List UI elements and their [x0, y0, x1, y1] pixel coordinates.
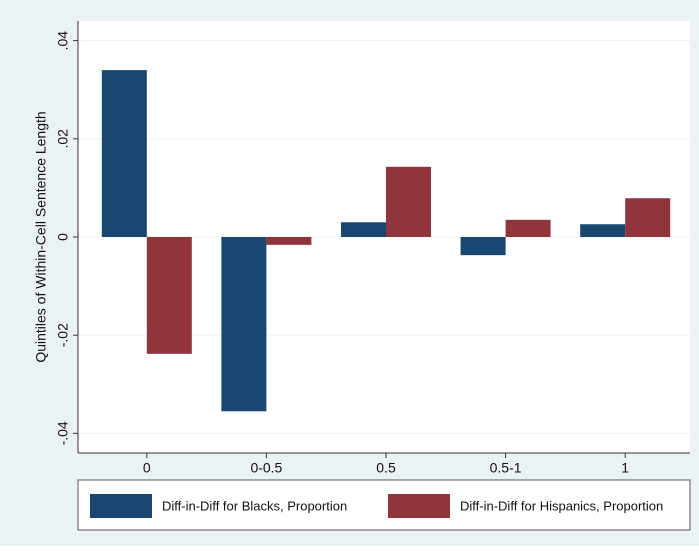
bar: [386, 166, 431, 237]
y-tick-label: -.04: [55, 421, 71, 445]
y-tick-label: .02: [55, 129, 71, 149]
legend-label: Diff-in-Diff for Blacks, Proportion: [162, 498, 347, 513]
x-tick-label: 0-0.5: [250, 460, 282, 476]
legend-swatch: [90, 494, 152, 518]
y-axis-title: Quintiles of Within-Cell Sentence Length: [33, 111, 49, 362]
legend: [77, 479, 691, 531]
bar: [460, 237, 506, 256]
legend-label: Diff-in-Diff for Hispanics, Proportion: [460, 498, 663, 513]
bar: [505, 219, 551, 237]
y-tick-label: -.02: [55, 323, 71, 347]
y-tick-label: 0: [55, 233, 71, 241]
bar: [625, 198, 671, 237]
bar: [580, 224, 626, 237]
bar: [146, 237, 192, 354]
x-tick-label: 0: [143, 460, 151, 476]
bar: [101, 70, 147, 237]
bar: [266, 237, 312, 245]
y-tick-label: .04: [55, 31, 71, 51]
x-tick-label: 0.5: [376, 460, 396, 476]
x-tick-label: 1: [621, 460, 629, 476]
x-tick-label: 0.5-1: [490, 460, 522, 476]
bar: [341, 222, 386, 237]
legend-swatch: [388, 494, 450, 518]
bar: [221, 237, 267, 412]
